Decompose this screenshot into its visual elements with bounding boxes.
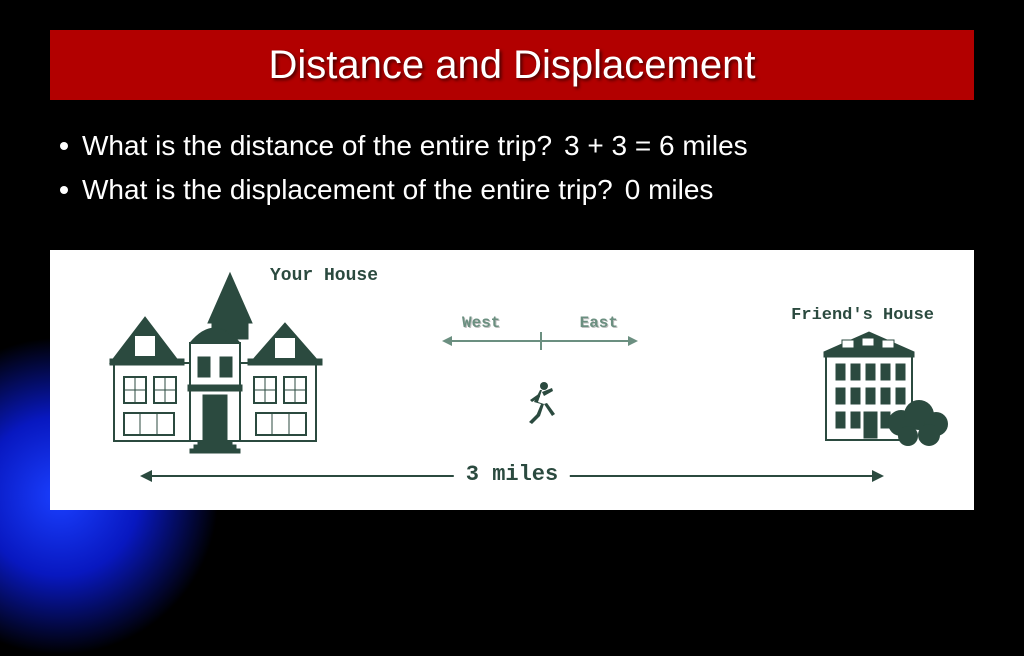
title-bar: Distance and Displacement [50,30,974,100]
compass-east-label: East [580,314,618,332]
bullet-list: What is the distance of the entire trip?… [60,130,748,218]
bush-icon [884,390,954,450]
question-text: What is the displacement of the entire t… [82,174,613,206]
title-text: Distance and Displacement [269,43,756,88]
compass-west-label: West [462,314,500,332]
list-item: What is the distance of the entire trip?… [60,130,748,162]
friend-house-label: Friend's House [791,306,934,325]
list-item: What is the displacement of the entire t… [60,174,748,206]
bullet-icon [60,142,68,150]
distance-label: 3 miles [454,460,570,489]
bullet-icon [60,186,68,194]
question-text: What is the distance of the entire trip? [82,130,552,162]
diagram-panel: Your House [50,250,974,510]
answer-text: 0 miles [625,174,714,206]
your-house-icon [90,265,340,470]
runner-icon [520,380,560,429]
compass-icon: West East [450,320,630,342]
answer-text: 3 + 3 = 6 miles [564,130,748,162]
